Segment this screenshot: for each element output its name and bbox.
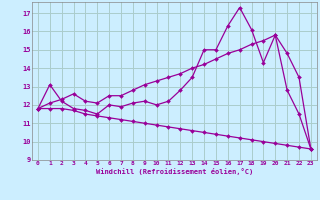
X-axis label: Windchill (Refroidissement éolien,°C): Windchill (Refroidissement éolien,°C) — [96, 168, 253, 175]
